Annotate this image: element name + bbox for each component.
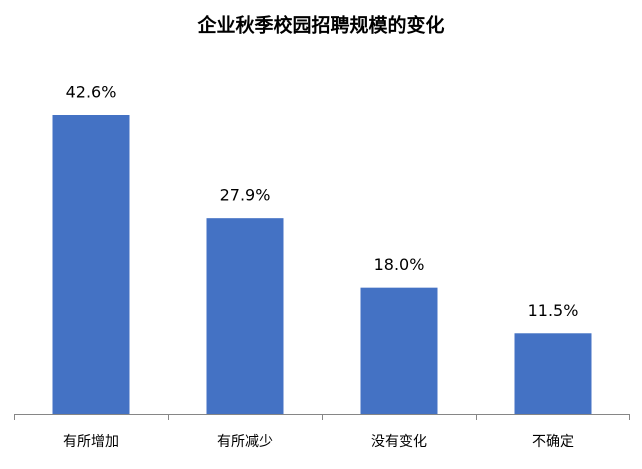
bar <box>514 333 592 414</box>
bar <box>52 115 130 414</box>
bar <box>360 287 438 414</box>
chart-title: 企业秋季校园招聘规模的变化 <box>196 14 444 37</box>
value-label: 42.6% <box>66 83 117 102</box>
value-label: 27.9% <box>220 186 271 205</box>
x-tick-label: 有所减少 <box>217 434 273 450</box>
x-tick-label: 不确定 <box>532 434 574 450</box>
x-tick-label: 没有变化 <box>371 434 427 450</box>
value-label: 18.0% <box>374 255 425 274</box>
x-tick-label: 有所增加 <box>63 434 119 450</box>
bar <box>206 218 284 414</box>
value-label: 11.5% <box>528 301 579 320</box>
x-axis <box>14 414 630 420</box>
